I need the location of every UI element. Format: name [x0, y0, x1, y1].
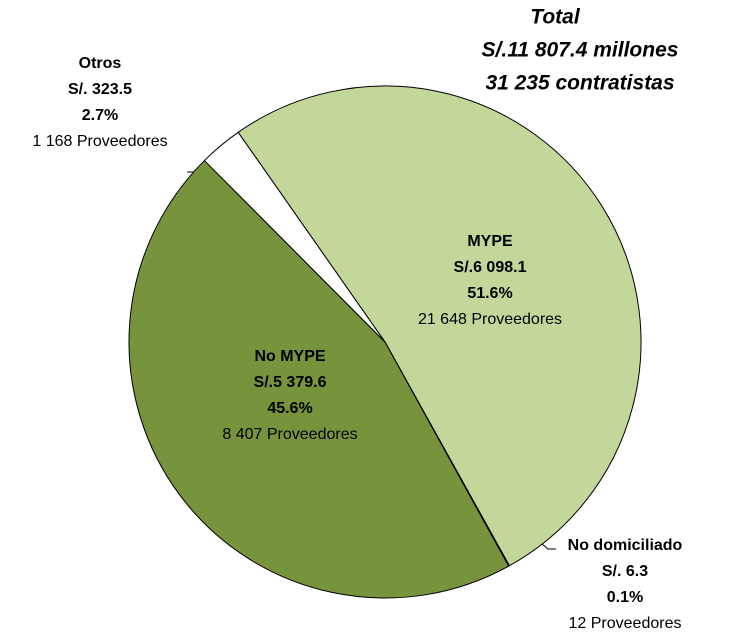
pie-slice: [203, 131, 386, 343]
slice-label: No domiciliado: [568, 537, 683, 554]
percent-label: 45.6%: [267, 400, 312, 417]
chart-title: 31 235 contratistas: [485, 72, 674, 95]
provider-label: 21 648 Proveedores: [418, 311, 562, 328]
value-label: S/.6 098.1: [454, 259, 527, 276]
value-label: S/. 6.3: [602, 563, 648, 580]
chart-title: Total: [530, 6, 581, 29]
slice-label: MYPE: [467, 233, 513, 250]
percent-label: 51.6%: [467, 285, 512, 302]
chart-title: S/.11 807.4 millones: [482, 39, 679, 62]
pie-slice: [237, 85, 642, 567]
slice-label: No MYPE: [254, 348, 325, 365]
slice-label: Otros: [79, 55, 122, 72]
provider-label: 1 168 Proveedores: [32, 133, 167, 150]
percent-label: 0.1%: [607, 589, 643, 606]
value-label: S/. 323.5: [68, 81, 132, 98]
pie-slice: [128, 159, 510, 599]
provider-label: 8 407 Proveedores: [222, 426, 357, 443]
provider-label: 12 Proveedores: [569, 615, 682, 632]
percent-label: 2.7%: [82, 107, 118, 124]
value-label: S/.5 379.6: [254, 374, 327, 391]
